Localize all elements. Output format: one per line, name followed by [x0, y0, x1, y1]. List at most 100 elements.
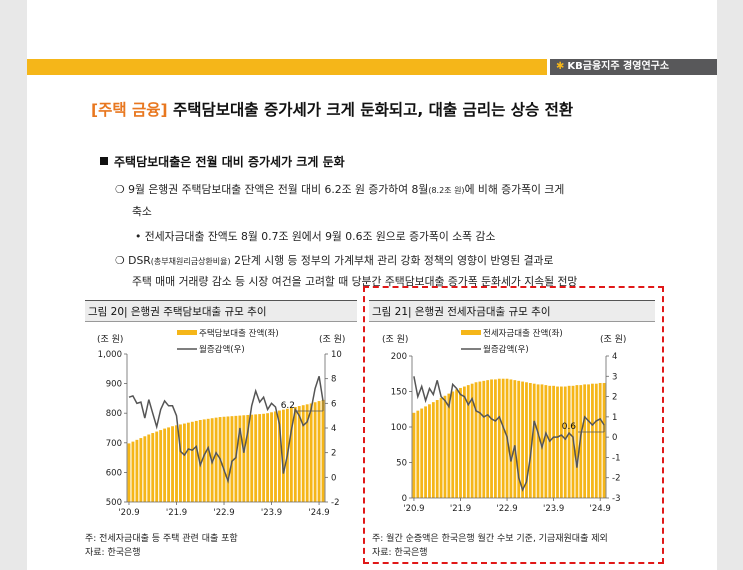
- bar: [131, 441, 135, 502]
- bar: [412, 412, 416, 498]
- bullet-1-text-post: 에 비해 증가폭이 크게: [464, 183, 565, 196]
- bar: [270, 412, 273, 502]
- bar: [262, 413, 266, 502]
- bar: [175, 425, 178, 502]
- bar: [151, 433, 155, 502]
- chart-21-source: 자료: 한국은행: [372, 548, 428, 558]
- bullet-2: ❍ DSR(총부채원리금상환비율) 2단계 시행 등 정부의 가계부채 관리 강…: [115, 252, 553, 268]
- bar: [602, 382, 606, 498]
- bar: [532, 383, 536, 498]
- x-tick-label: '20.9: [403, 504, 424, 514]
- right-tick-label: 10: [331, 350, 342, 360]
- legend-bar-label: 전세자금대출 잔액(좌): [483, 328, 563, 339]
- monthly-change-line: [413, 376, 605, 492]
- right-tick-label: -2: [331, 498, 339, 508]
- left-tick-label: 100: [391, 423, 407, 433]
- x-tick-label: '24.9: [590, 504, 611, 514]
- bullet-2-text: DSR: [128, 254, 151, 267]
- bar: [230, 416, 234, 502]
- right-tick-label: 4: [331, 424, 336, 434]
- left-tick-label: 50: [396, 459, 407, 469]
- legend-bar-swatch: [461, 330, 481, 335]
- bar: [258, 414, 262, 502]
- left-tick-label: 700: [106, 439, 122, 449]
- bar: [517, 380, 521, 498]
- chart-20-note: 주: 전세자금대출 등 주택 관련 대출 포함: [85, 534, 238, 544]
- bar: [494, 379, 497, 498]
- header-brand: ✱ KB금융지주 경영연구소: [550, 59, 717, 75]
- bar: [179, 424, 182, 502]
- x-tick-label: '24.9: [308, 508, 329, 518]
- circle-bullet-icon: ❍: [115, 254, 129, 267]
- bar: [147, 434, 151, 502]
- x-tick-label: '20.9: [118, 508, 139, 518]
- left-unit-label: (조 원): [382, 334, 408, 345]
- right-tick-label: 2: [612, 393, 617, 403]
- highlight-box: [363, 286, 664, 564]
- bar: [575, 385, 579, 498]
- left-tick-label: 1,000: [98, 350, 122, 360]
- bar: [254, 414, 258, 502]
- x-tick-label: '21.9: [166, 508, 187, 518]
- right-tick-label: 0: [331, 473, 336, 483]
- bar: [428, 404, 431, 498]
- bar: [159, 430, 163, 502]
- left-tick-label: 800: [106, 409, 122, 419]
- bar: [544, 385, 548, 498]
- bar: [127, 443, 131, 502]
- title-tag: [주택 금융]: [91, 101, 168, 119]
- bar: [278, 410, 281, 502]
- bar: [222, 416, 226, 502]
- bar: [182, 423, 186, 502]
- square-bullet-icon: [100, 157, 108, 165]
- bar: [435, 400, 439, 498]
- x-tick-label: '21.9: [450, 504, 471, 514]
- chart-20-caption: 그림 20| 은행권 주택담보대출 규모 추이: [85, 300, 357, 322]
- bar: [451, 391, 455, 498]
- bar: [443, 395, 447, 498]
- chart-20-panel: 그림 20| 은행권 주택담보대출 규모 추이 (조 원) (조 원) 주택담보대출…: [85, 300, 357, 525]
- left-tick-label: 0: [402, 494, 407, 504]
- bar: [289, 407, 293, 502]
- bar: [509, 379, 513, 498]
- bar: [556, 386, 559, 498]
- bullet-1: ❍ 9월 은행권 주택담보대출 잔액은 전월 대비 6.2조 원 증가하여 8월…: [115, 181, 564, 197]
- bar: [528, 382, 532, 498]
- brand-label: KB금융지주 경영연구소: [567, 61, 670, 72]
- bar: [559, 386, 563, 498]
- x-tick-label: '22.9: [496, 504, 517, 514]
- bar: [416, 410, 420, 498]
- bar: [447, 393, 451, 498]
- bar: [163, 428, 167, 502]
- bar: [459, 387, 462, 498]
- bar: [497, 378, 501, 498]
- kb-star-icon: ✱: [556, 61, 565, 72]
- bar: [167, 427, 171, 502]
- right-tick-label: 8: [331, 375, 336, 385]
- left-tick-label: 900: [106, 380, 122, 390]
- bar: [266, 413, 270, 502]
- bar: [462, 386, 466, 498]
- chart-20-source: 자료: 한국은행: [85, 548, 141, 558]
- bar: [490, 379, 493, 498]
- bullet-2-line2: 주택 매매 거래량 감소 등 시장 여건을 고려할 때 당분간 주택담보대출 증…: [132, 275, 578, 288]
- legend-bar-swatch: [177, 330, 197, 335]
- bar: [540, 384, 544, 498]
- bar: [234, 415, 238, 502]
- x-tick-label: '23.9: [543, 504, 564, 514]
- bar: [594, 383, 598, 498]
- right-tick-label: 1: [612, 413, 617, 423]
- annotation-label: 0.6: [562, 422, 577, 432]
- bar: [238, 415, 242, 502]
- right-unit-label: (조 원): [600, 334, 626, 345]
- bullet-1-small: (8.2조 원): [428, 186, 465, 195]
- bar: [474, 382, 478, 498]
- bar: [155, 431, 159, 502]
- bar: [313, 402, 317, 502]
- bar: [424, 406, 427, 498]
- legend-line-label: 월증감액(우): [483, 344, 529, 355]
- bar: [513, 380, 517, 498]
- bar: [587, 384, 590, 498]
- title-text: 주택담보대출 증가세가 크게 둔화되고, 대출 금리는 상승 전환: [167, 101, 574, 119]
- chart-21-caption: 그림 21| 은행권 전세자금대출 규모 추이: [369, 300, 655, 322]
